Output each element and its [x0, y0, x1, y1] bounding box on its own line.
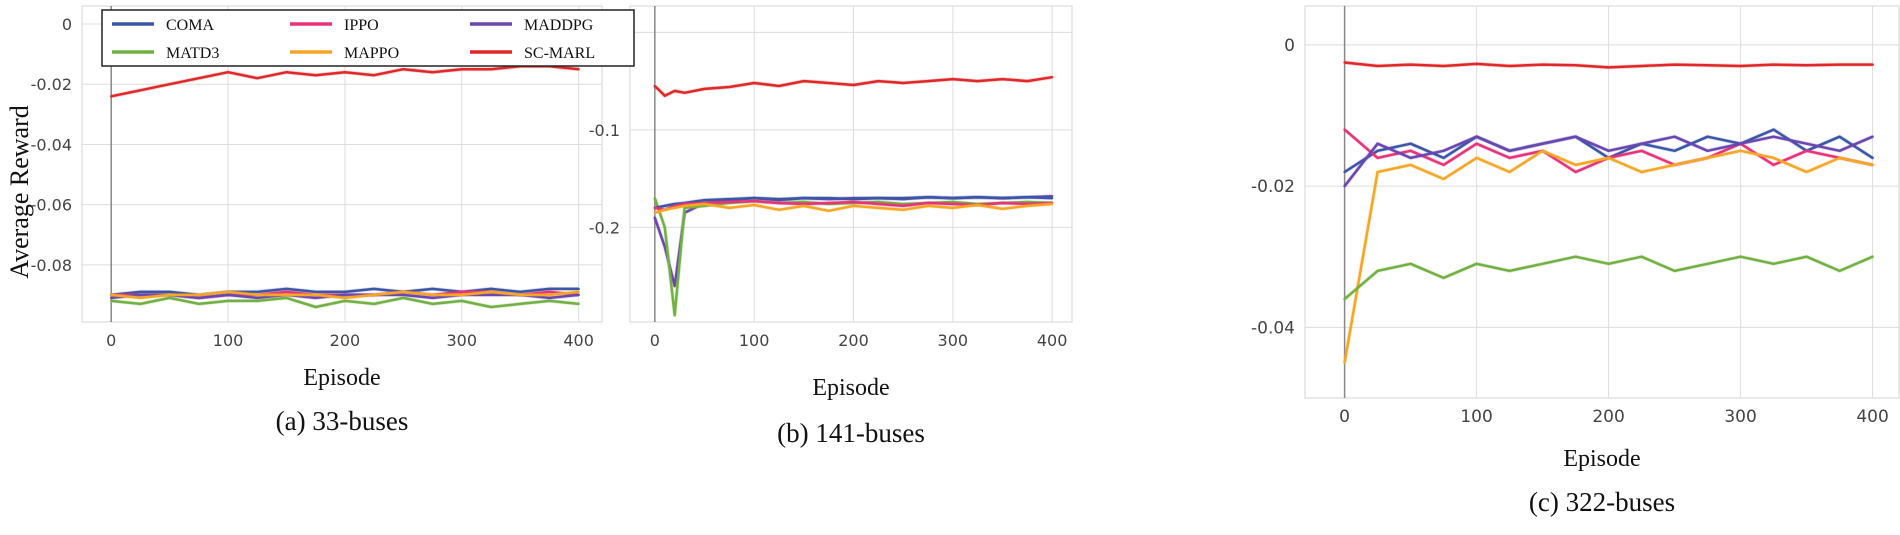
x-tick-label: 200 — [330, 331, 361, 350]
legend-label: MADDPG — [524, 17, 594, 34]
x-tick-label: 0 — [106, 331, 116, 350]
x-tick-label: 200 — [1592, 407, 1624, 427]
panel-caption: (b) 141-buses — [777, 418, 925, 448]
legend-item-coma: COMA — [112, 17, 214, 34]
y-tick-label: -0.08 — [31, 256, 72, 275]
x-tick-label: 300 — [447, 331, 478, 350]
y-tick-label: 0 — [62, 15, 72, 34]
series-line-mappo — [1343, 149, 1874, 364]
panels: 0 100 200 300 400 0 -0.02 -0.04 -0.06 -0.08 Episod… — [31, 5, 1900, 517]
x-tick-label: 400 — [563, 331, 594, 350]
y-tick-label: -0.04 — [31, 135, 72, 154]
x-axis-label: Episode — [303, 365, 380, 391]
panel-caption: (c) 322-buses — [1529, 487, 1675, 517]
legend-label: SC-MARL — [524, 45, 595, 62]
series-line-mappo — [653, 202, 1054, 215]
y-tick-label: -0.04 — [1251, 318, 1295, 338]
x-axis-label: Episode — [1563, 446, 1640, 472]
x-tick-label: 300 — [1724, 407, 1756, 427]
x-tick-label: 100 — [1460, 407, 1492, 427]
x-tick-label: 0 — [1339, 407, 1350, 427]
legend-box — [101, 9, 635, 67]
series-line-maddpg — [109, 293, 580, 300]
series-line-sc-marl — [109, 64, 580, 98]
y-axis-label: Average Reward — [5, 105, 34, 278]
legend-label: IPPO — [344, 17, 379, 34]
legend-item-maddpg: MADDPG — [470, 17, 594, 34]
plot-frame — [629, 5, 1073, 323]
panel-caption: (a) 33-buses — [276, 406, 409, 436]
y-tick-label: -0.06 — [31, 196, 72, 215]
y-tick-label: -0.02 — [1251, 177, 1295, 197]
legend-item-sc-marl: SC-MARL — [470, 45, 595, 62]
x-tick-label: 400 — [1856, 407, 1888, 427]
legend-label: MATD3 — [166, 45, 219, 62]
y-tick-label: -0.2 — [589, 218, 620, 237]
legend-label: COMA — [166, 17, 214, 34]
y-tick-label: -0.02 — [31, 75, 72, 94]
plot-frame — [1304, 5, 1900, 399]
panel-a-33-buses: 0 100 200 300 400 0 -0.02 -0.04 -0.06 -0.08 Episod… — [31, 5, 603, 436]
panel-c-322-buses: 0 100 200 300 400 0 -0.02 -0.04 Episode (c) 322-b… — [1251, 5, 1900, 517]
legend: COMA IPPO MADDPG MATD3 MAPPO SC-MARL — [101, 9, 635, 67]
x-tick-label: 100 — [213, 331, 244, 350]
series-line-matd3 — [109, 296, 580, 309]
legend-item-ippo: IPPO — [290, 17, 379, 34]
series-line-sc-marl — [1343, 61, 1874, 69]
series-line-mappo — [109, 290, 580, 300]
y-tick-label: 0 — [1284, 36, 1295, 56]
x-tick-label: 400 — [1037, 331, 1068, 350]
legend-item-mappo: MAPPO — [290, 45, 399, 62]
legend-item-matd3: MATD3 — [112, 45, 219, 62]
x-tick-label: 0 — [650, 331, 660, 350]
x-tick-label: 300 — [938, 331, 969, 350]
legend-label: MAPPO — [344, 45, 399, 62]
series-line-matd3 — [1343, 255, 1874, 301]
x-tick-label: 200 — [838, 331, 869, 350]
x-axis-label: Episode — [812, 375, 889, 401]
y-tick-label: -0.1 — [589, 121, 620, 140]
x-tick-label: 100 — [739, 331, 770, 350]
series-line-maddpg — [1343, 135, 1874, 188]
series-line-sc-marl — [653, 75, 1054, 97]
